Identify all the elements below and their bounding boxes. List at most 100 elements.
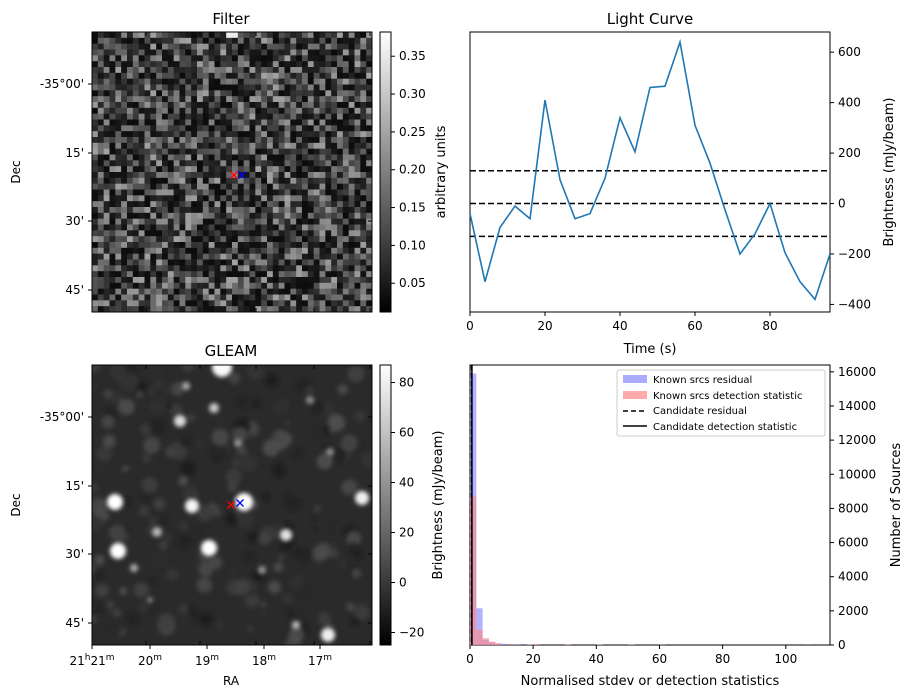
filter-pixel: [296, 300, 303, 307]
gleam-noise-blob: [364, 415, 372, 424]
filter-pixel: [319, 218, 326, 225]
gleam-noise-blob: [283, 419, 291, 427]
filter-pixel: [284, 195, 291, 202]
filter-pixel: [202, 195, 210, 202]
gleam-noise-blob: [179, 436, 192, 449]
filter-pixel: [278, 67, 285, 74]
filter-pixel: [226, 148, 233, 155]
filter-pixel: [121, 277, 128, 284]
filter-pixel: [162, 125, 169, 132]
filter-pixel: [144, 131, 151, 138]
filter-pixel: [197, 113, 204, 120]
gleam-noise-blob: [166, 568, 179, 581]
filter-pixel: [150, 78, 157, 85]
filter-pixel: [261, 271, 268, 278]
filter-pixel: [348, 137, 355, 144]
filter-pixel: [191, 55, 198, 62]
filter-pixel: [325, 189, 332, 196]
filter-pixel: [331, 55, 338, 62]
gleam-noise-blob: [115, 375, 122, 382]
filter-pixel: [144, 265, 151, 272]
filter-pixel: [249, 142, 256, 150]
filter-pixel: [267, 160, 274, 167]
filter-pixel: [138, 265, 145, 272]
filter-pixel: [127, 43, 134, 50]
filter-pixel: [132, 259, 140, 266]
filter-pixel: [348, 131, 355, 138]
gleam-ylabel: Dec: [9, 493, 23, 516]
filter-pixel: [150, 294, 157, 301]
filter-pixel: [302, 67, 309, 74]
filter-pixel: [162, 259, 169, 266]
filter-pixel: [249, 306, 256, 312]
filter-pixel: [302, 277, 309, 284]
filter-pixel: [232, 212, 239, 220]
filter-pixel: [109, 131, 116, 138]
filter-pixel: [331, 72, 338, 80]
filter-pixel: [261, 177, 268, 185]
filter-pixel: [226, 224, 233, 231]
filter-pixel: [296, 230, 303, 237]
filter-pixel: [296, 183, 303, 190]
filter-pixel: [319, 90, 326, 97]
filter-pixel: [267, 201, 274, 208]
filter-pixel: [185, 72, 192, 80]
filter-pixel: [284, 32, 291, 39]
filter-pixel: [261, 207, 268, 214]
filter-pixel: [115, 224, 122, 231]
filter-pixel: [132, 78, 140, 85]
filter-pixel: [150, 43, 157, 50]
filter-pixel: [179, 177, 186, 185]
filter-pixel: [319, 113, 326, 120]
filter-pixel: [144, 90, 151, 97]
filter-pixel: [354, 96, 361, 103]
filter-pixel: [331, 96, 338, 103]
gleam-sources: [107, 365, 369, 642]
filter-pixel: [272, 300, 280, 307]
filter-pixel: [261, 282, 268, 290]
filter-pixel: [237, 137, 245, 144]
filter-pixel: [290, 288, 297, 295]
filter-pixel: [313, 253, 320, 260]
filter-pixel: [220, 177, 227, 185]
filter-pixel: [156, 84, 163, 91]
filter-pixel: [348, 67, 355, 74]
filter-pixel: [243, 131, 250, 138]
filter-marker-blue-x-stroke: [238, 171, 246, 179]
filter-pixel: [103, 201, 110, 208]
filter-pixel: [261, 154, 268, 161]
filter-pixel: [313, 166, 320, 173]
filter-pixel: [325, 212, 332, 220]
histogram-bar: [533, 644, 540, 645]
filter-pixel: [150, 207, 157, 214]
filter-pixel: [325, 160, 332, 167]
gleam-noise-blob: [253, 372, 260, 379]
filter-pixel: [138, 96, 145, 103]
filter-pixel: [97, 172, 105, 179]
filter-pixel: [92, 43, 99, 50]
filter-pixel: [202, 142, 210, 150]
filter-pixel: [138, 288, 145, 295]
filter-pixel: [132, 212, 140, 220]
filter-pixel: [261, 49, 268, 56]
filter-pixel: [366, 37, 372, 45]
filter-pixel: [185, 37, 192, 45]
filter-pixel: [220, 90, 227, 97]
filter-pixel: [302, 72, 309, 80]
filter-pixel: [226, 32, 233, 39]
filter-pixel: [255, 113, 262, 120]
filter-pixel: [191, 242, 198, 249]
filter-pixel: [132, 113, 140, 120]
filter-pixel: [290, 253, 297, 260]
filter-pixel: [232, 189, 239, 196]
filter-pixel: [232, 207, 239, 214]
filter-pixel: [237, 259, 245, 266]
filter-pixel: [167, 131, 175, 138]
filter-pixel: [156, 300, 163, 307]
gleam-noise-blob: [92, 601, 105, 614]
filter-pixel: [179, 195, 186, 202]
dec-tick-label: 45': [65, 283, 84, 297]
filter-pixel: [272, 189, 280, 196]
filter-pixel: [144, 247, 151, 255]
filter-pixel: [208, 160, 215, 167]
